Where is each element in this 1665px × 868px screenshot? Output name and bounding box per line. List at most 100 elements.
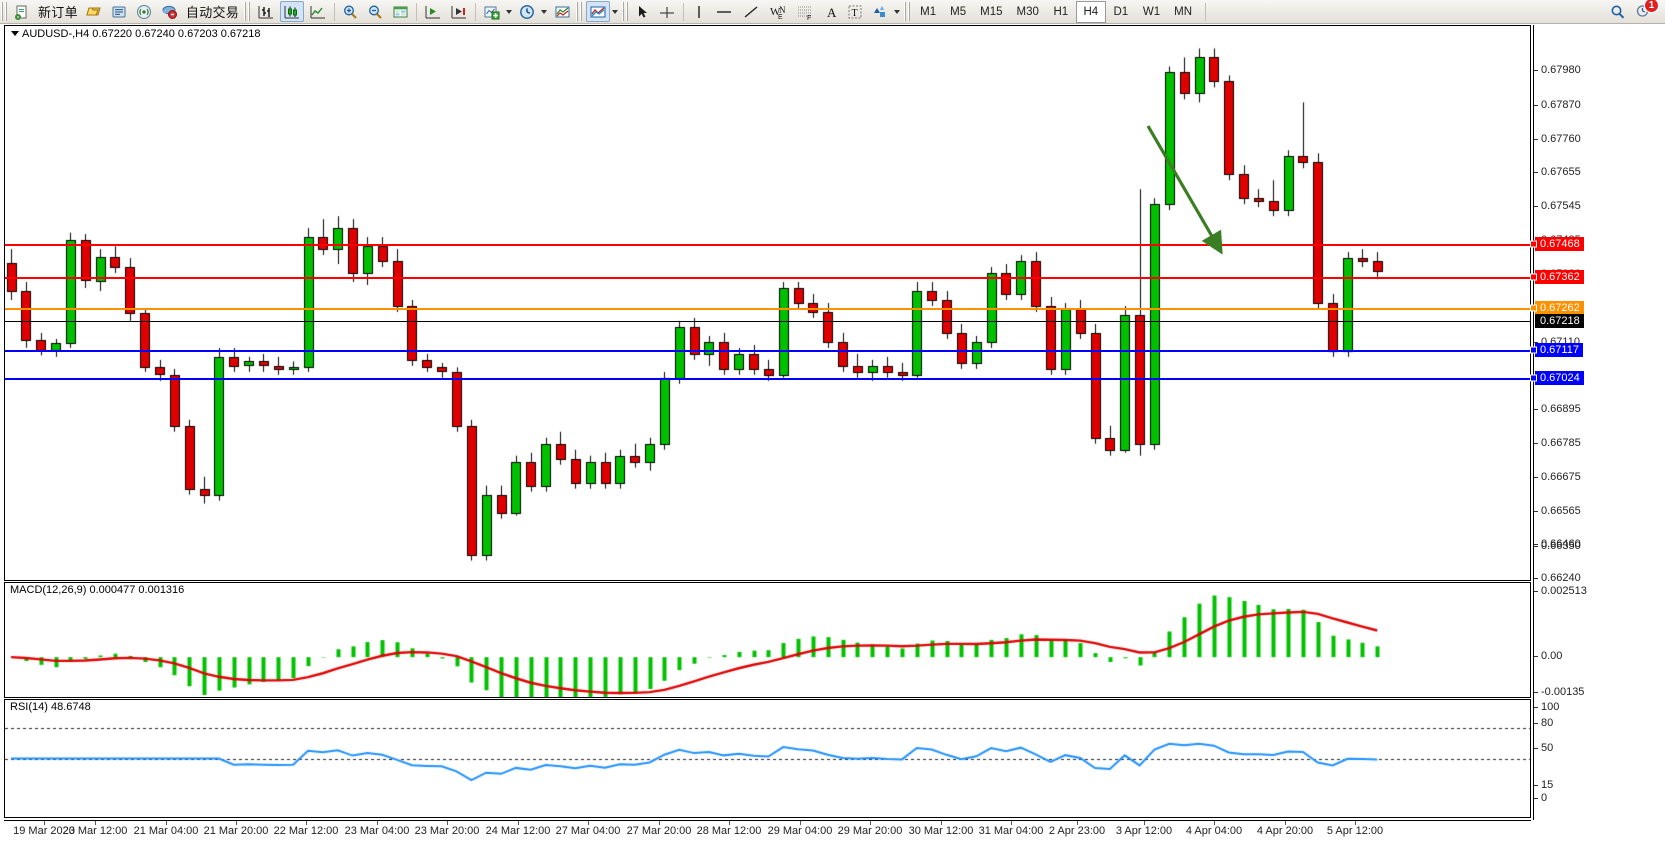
text-icon[interactable]: A: [821, 1, 842, 22]
time-tick-4: [306, 821, 307, 825]
price-tag-handle[interactable]: [1530, 273, 1537, 281]
rsi-tick-4: 0: [1534, 792, 1547, 804]
bar-chart-icon[interactable]: [254, 1, 278, 22]
news-icon[interactable]: [108, 1, 131, 22]
price-level-line-0.67218[interactable]: [5, 321, 1530, 322]
macd-tick-0: 0.002513: [1534, 585, 1587, 597]
price-level-line-0.67117[interactable]: [5, 350, 1530, 352]
macd-label: MACD(12,26,9) 0.000477 0.001316: [8, 584, 187, 596]
svg-text:N: N: [779, 5, 786, 15]
price-tag-0.67468[interactable]: 0.67468: [1530, 237, 1584, 251]
timeframe-button-m5[interactable]: M5: [950, 5, 967, 18]
price-tick-0: 0.67980: [1534, 64, 1581, 76]
timeframe-button-w1[interactable]: W1: [1142, 5, 1161, 18]
time-label-7: 24 Mar 12:00: [485, 825, 551, 837]
templates-icon[interactable]: [551, 1, 574, 22]
toolbar-grip-2[interactable]: [244, 2, 252, 21]
timeframe-group: M1 M5 M15 M30 H1 H4 D1 W1 MN: [913, 0, 1199, 23]
period-dropdown-icon[interactable]: [541, 9, 548, 14]
status-strip: [0, 843, 1665, 868]
time-label-9: 27 Mar 20:00: [626, 825, 692, 837]
price-tag-handle[interactable]: [1530, 304, 1537, 312]
time-label-3: 21 Mar 20:00: [203, 825, 269, 837]
toolbar-grip-3[interactable]: [576, 2, 584, 21]
time-label-17: 4 Apr 04:00: [1185, 825, 1243, 837]
toolbar-grip-5[interactable]: [904, 2, 912, 21]
new-order-label[interactable]: 新订单: [38, 5, 78, 20]
timeframe-button-m1[interactable]: M1: [920, 5, 937, 18]
period-clock-icon[interactable]: [516, 1, 539, 22]
timeframe-button-m15[interactable]: M15: [980, 5, 1003, 18]
timeframe-button-h1[interactable]: H1: [1053, 5, 1069, 18]
shapes-dropdown-icon[interactable]: [894, 9, 901, 14]
collapse-triangle-icon[interactable]: [11, 31, 19, 36]
chart-properties-icon[interactable]: [586, 1, 611, 22]
price-level-line-0.67024[interactable]: [5, 378, 1530, 380]
time-label-11: 29 Mar 04:00: [767, 825, 833, 837]
timeframe-button-d1[interactable]: D1: [1113, 5, 1129, 18]
candlestick-chart-icon[interactable]: [280, 1, 305, 22]
zoom-out-icon[interactable]: [364, 1, 387, 22]
timeframe-button-h4[interactable]: H4: [1075, 0, 1106, 23]
shift-end-icon[interactable]: [447, 1, 471, 22]
time-tick-12: [870, 821, 871, 825]
price-level-line-0.67362[interactable]: [5, 277, 1530, 279]
folder-icon[interactable]: [83, 1, 106, 22]
time-label-2: 21 Mar 04:00: [133, 825, 199, 837]
plot-frame: AUDUSD-,H4 0.67220 0.67240 0.67203 0.672…: [2, 24, 1665, 843]
price-tag-0.67024[interactable]: 0.67024: [1530, 371, 1584, 385]
shapes-icon[interactable]: [868, 1, 892, 22]
time-tick-17: [1214, 821, 1215, 825]
elliott-wave-icon[interactable]: W N E: [765, 1, 791, 22]
data-window-icon[interactable]: [389, 1, 412, 22]
price-tag-handle[interactable]: [1530, 346, 1537, 354]
toolbar-grip-4[interactable]: [622, 2, 630, 21]
price-tag-0.67117[interactable]: 0.67117: [1530, 343, 1583, 357]
auto-trading-icon[interactable]: [158, 1, 181, 22]
add-indicator-dropdown-icon[interactable]: [506, 9, 513, 14]
timeframe-button-m30[interactable]: M30: [1016, 5, 1039, 18]
price-tag-handle[interactable]: [1530, 374, 1537, 382]
timeframe-button-mn[interactable]: MN: [1174, 5, 1192, 18]
line-chart-icon[interactable]: [306, 1, 330, 22]
toolbar-grip[interactable]: [1, 2, 8, 21]
price-level-line-0.67262[interactable]: [5, 308, 1530, 310]
price-tag-0.67262[interactable]: 0.67262: [1530, 301, 1584, 315]
price-pane[interactable]: AUDUSD-,H4 0.67220 0.67240 0.67203 0.672…: [4, 25, 1531, 581]
search-icon[interactable]: [1606, 1, 1630, 22]
text-label-icon[interactable]: T: [844, 1, 866, 22]
vertical-line-icon[interactable]: [688, 1, 709, 22]
price-tick-4: 0.67545: [1534, 200, 1581, 212]
time-label-19: 5 Apr 12:00: [1326, 825, 1384, 837]
time-tick-6: [447, 821, 448, 825]
crosshair-icon[interactable]: [655, 1, 679, 22]
time-label-1: 20 Mar 12:00: [62, 825, 128, 837]
macd-pane[interactable]: MACD(12,26,9) 0.000477 0.001316: [4, 582, 1531, 698]
price-axis[interactable]: 0.67980 0.67870 0.67760 0.67655 0.67545 0.674…: [1530, 25, 1665, 820]
new-order-icon[interactable]: [11, 1, 33, 22]
rsi-pane[interactable]: RSI(14) 48.6748: [4, 699, 1531, 818]
shift-start-icon[interactable]: [421, 1, 445, 22]
signal-icon[interactable]: [133, 1, 156, 22]
macd-canvas: [5, 583, 1530, 697]
add-indicator-icon[interactable]: [480, 1, 504, 22]
price-level-line-0.67468[interactable]: [5, 244, 1530, 246]
price-tag-value: 0.67024: [1540, 372, 1580, 384]
trendline-icon[interactable]: [739, 1, 763, 22]
fibonacci-icon[interactable]: F: [793, 1, 819, 22]
time-label-15: 2 Apr 23:00: [1048, 825, 1106, 837]
cursor-icon[interactable]: [632, 1, 653, 22]
chart-properties-dropdown-icon[interactable]: [612, 9, 619, 14]
auto-trading-label[interactable]: 自动交易: [185, 5, 240, 20]
zoom-in-icon[interactable]: [339, 1, 362, 22]
time-axis[interactable]: 19 Mar 2023 20 Mar 12:00 21 Mar 04:00 21 Ma…: [4, 820, 1531, 843]
alerts-icon[interactable]: 1: [1632, 0, 1659, 22]
price-tag-0.67362[interactable]: 0.67362: [1530, 270, 1584, 284]
alerts-badge: 1: [1644, 0, 1659, 13]
price-tick-1: 0.67870: [1534, 99, 1581, 111]
horizontal-line-icon[interactable]: [711, 1, 737, 22]
chart-area[interactable]: AUDUSD-,H4 0.67220 0.67240 0.67203 0.672…: [0, 24, 1665, 868]
price-tag-0.67218[interactable]: 0.67218: [1535, 314, 1584, 328]
time-tick-16: [1144, 821, 1145, 825]
price-tag-handle[interactable]: [1530, 240, 1537, 248]
